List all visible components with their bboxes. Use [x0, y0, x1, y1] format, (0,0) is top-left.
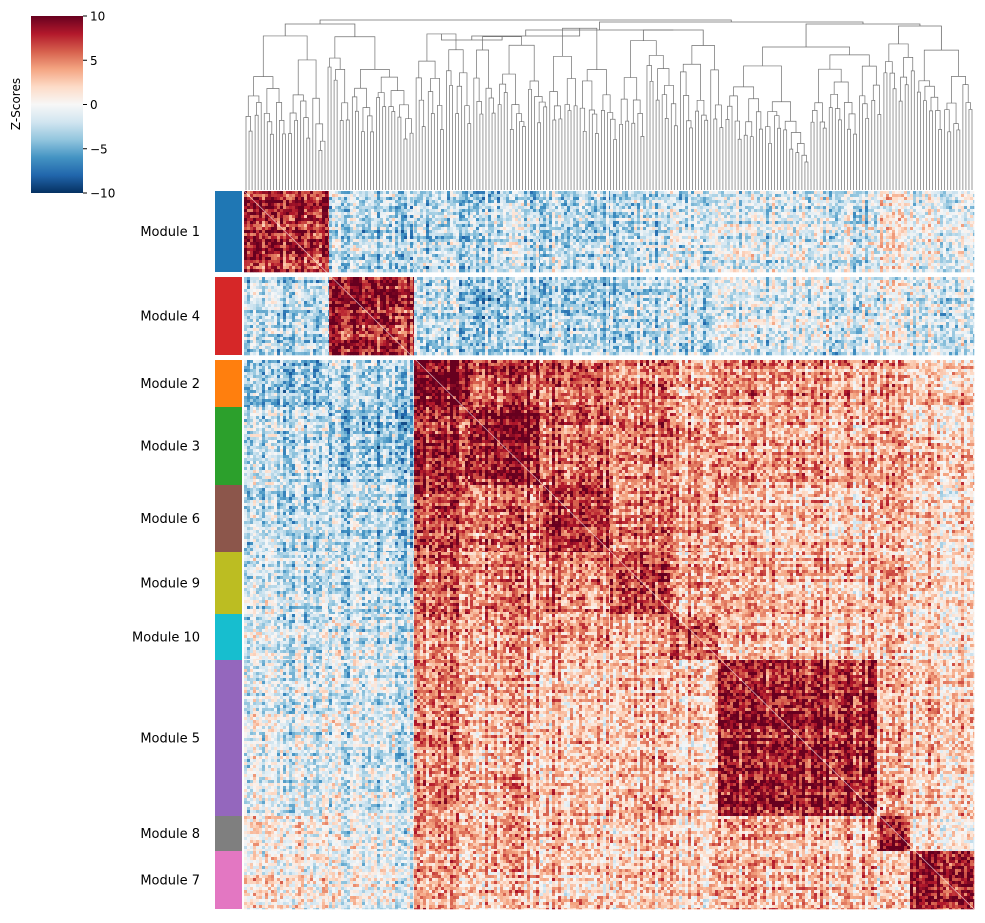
module-label: Module 2 [140, 377, 200, 392]
colorbar-gradient [31, 16, 83, 193]
module-label: Module 6 [140, 512, 200, 527]
module-color-bar [215, 614, 242, 660]
module-label: Module 8 [140, 827, 200, 842]
colorbar-tick-label: −5 [90, 142, 108, 156]
heatmap [244, 191, 974, 909]
colorbar-label: Z-Scores [9, 78, 23, 130]
module-label: Module 3 [140, 440, 200, 455]
module-color-bars [215, 191, 242, 909]
module-color-bar [215, 660, 242, 816]
module-color-bar [215, 552, 242, 614]
column-dendrogram [246, 20, 972, 190]
module-color-bar [215, 191, 242, 272]
colorbar: 10 5 0 −5 −10 Z-Scores [9, 10, 115, 201]
module-label: Module 10 [132, 631, 200, 646]
module-color-bar [215, 816, 242, 851]
module-color-bar [215, 360, 242, 407]
module-label: Module 4 [140, 310, 200, 325]
colorbar-tick-label: 10 [90, 10, 105, 24]
colorbar-ticks: 10 5 0 −5 −10 [83, 10, 115, 201]
module-label: Module 5 [140, 732, 200, 747]
module-color-bar [215, 407, 242, 485]
module-label: Module 1 [140, 225, 200, 240]
module-color-bar [215, 851, 242, 909]
colorbar-tick-label: 0 [90, 98, 98, 112]
module-color-bar [215, 277, 242, 355]
module-color-bar [215, 485, 242, 552]
module-label: Module 9 [140, 577, 200, 592]
colorbar-tick-label: 5 [90, 54, 98, 68]
module-label: Module 7 [140, 874, 200, 889]
module-labels: Module 1 Module 4 Module 2 Module 3 Module 6… [132, 225, 200, 889]
colorbar-tick-label: −10 [90, 187, 115, 201]
